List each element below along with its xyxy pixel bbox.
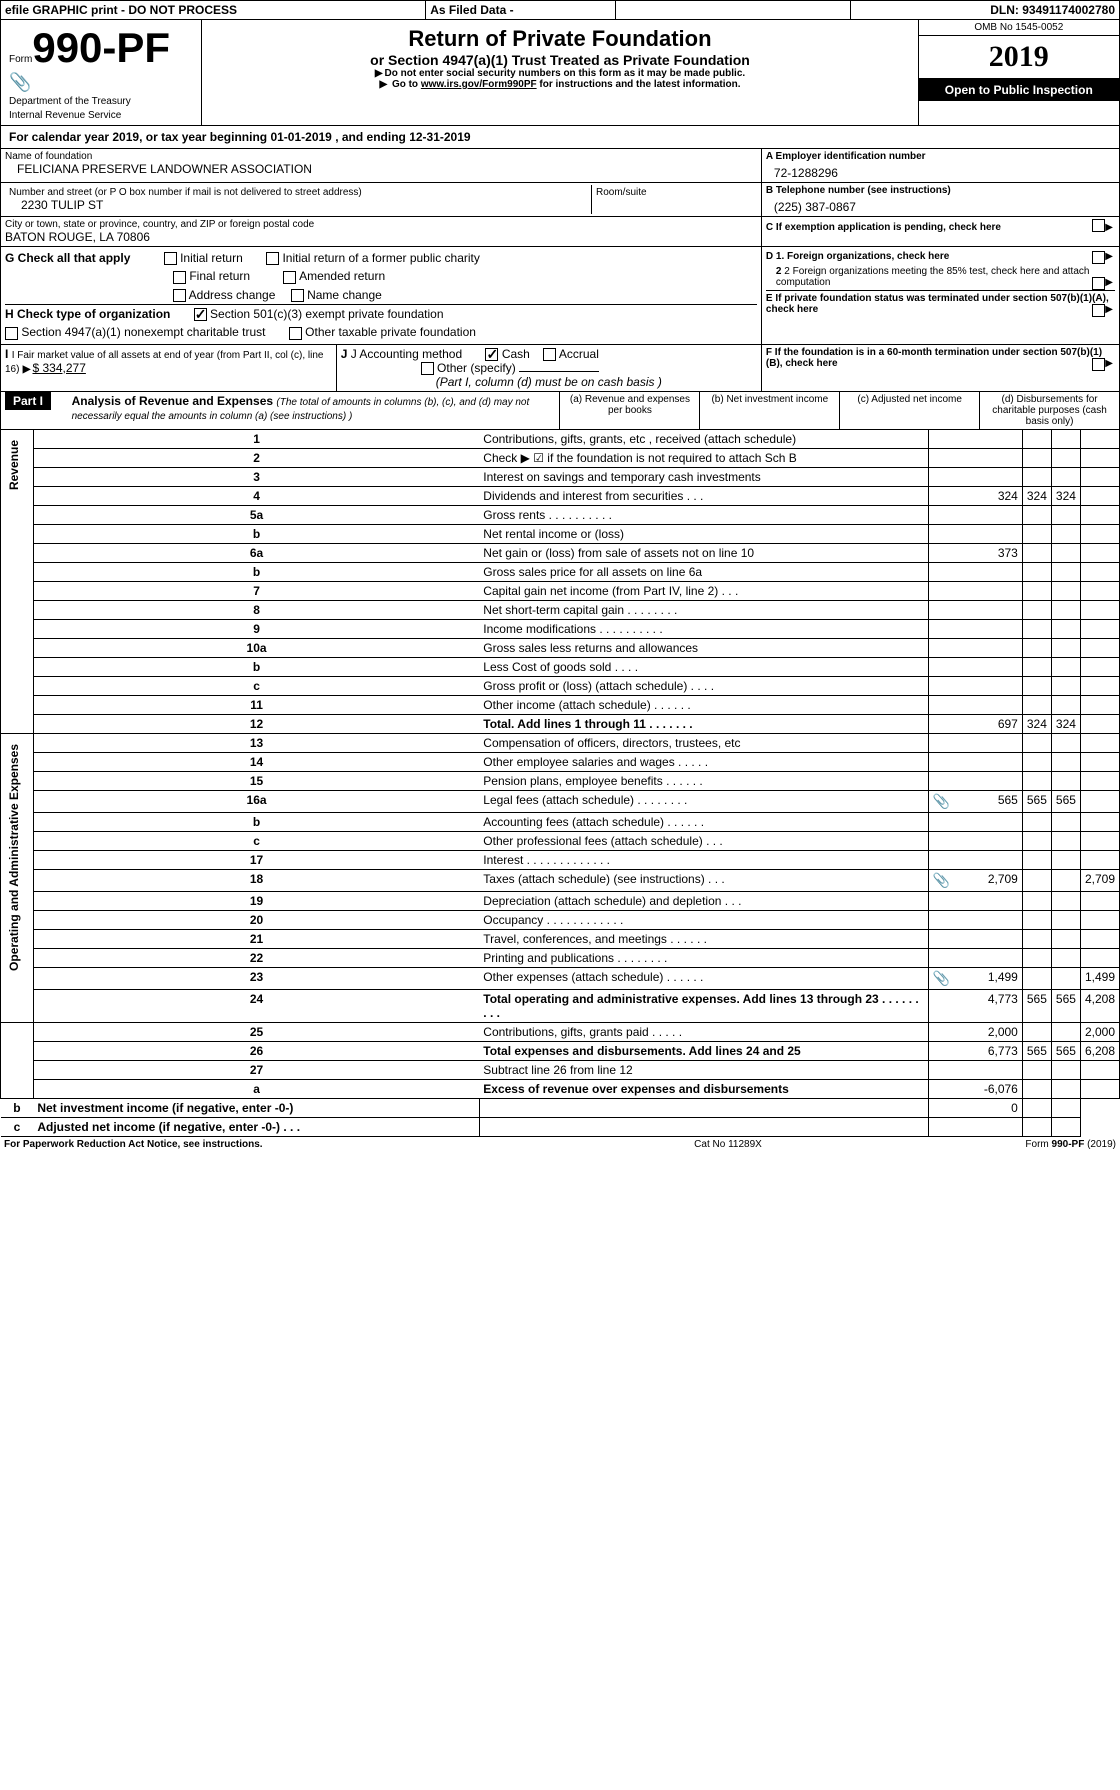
table-row: 4Dividends and interest from securities … [1, 487, 1120, 506]
table-row: 19Depreciation (attach schedule) and dep… [1, 892, 1120, 911]
table-row: 25Contributions, gifts, grants paid . . … [1, 1023, 1120, 1042]
table-row: bGross sales price for all assets on lin… [1, 563, 1120, 582]
table-row: 16aLegal fees (attach schedule) . . . . … [1, 791, 1120, 813]
table-row: 23Other expenses (attach schedule) . . .… [1, 968, 1120, 990]
fmv-value: $ 334,277 [33, 361, 86, 375]
table-row: cAdjusted net income (if negative, enter… [1, 1118, 1120, 1137]
table-row: 15Pension plans, employee benefits . . .… [1, 772, 1120, 791]
phone-value: (225) 387-0867 [766, 196, 1115, 214]
part1-header: Part I Analysis of Revenue and Expenses … [0, 392, 1120, 430]
table-row: 14Other employee salaries and wages . . … [1, 753, 1120, 772]
open-inspection-badge: Open to Public Inspection [919, 79, 1119, 101]
checkboxes-block: G Check all that apply Initial return In… [0, 247, 1120, 345]
table-row: bNet investment income (if negative, ent… [1, 1099, 1120, 1118]
attachment-icon[interactable] [933, 970, 950, 987]
form-id-cell: Form990-PF 📎 Department of the Treasury … [1, 20, 202, 126]
table-row: bAccounting fees (attach schedule) . . .… [1, 813, 1120, 832]
table-row: bNet rental income or (loss) [1, 525, 1120, 544]
expenses-side-label: Operating and Administrative Expenses [5, 736, 23, 979]
table-row: 22Printing and publications . . . . . . … [1, 949, 1120, 968]
table-row: 20Occupancy . . . . . . . . . . . . [1, 911, 1120, 930]
year-cell: OMB No 1545-0052 2019 Open to Public Ins… [918, 20, 1119, 126]
table-row: 24Total operating and administrative exp… [1, 990, 1120, 1023]
form-header: Form990-PF 📎 Department of the Treasury … [0, 20, 1120, 126]
table-row: 10aGross sales less returns and allowanc… [1, 639, 1120, 658]
table-row: 12Total. Add lines 1 through 11 . . . . … [1, 715, 1120, 734]
table-row: 8Net short-term capital gain . . . . . .… [1, 601, 1120, 620]
part1-table: Revenue1Contributions, gifts, grants, et… [0, 430, 1120, 1137]
table-row: Operating and Administrative Expenses13C… [1, 734, 1120, 753]
table-row: 18Taxes (attach schedule) (see instructi… [1, 870, 1120, 892]
revenue-side-label: Revenue [5, 432, 23, 498]
identity-block: Name of foundation FELICIANA PRESERVE LA… [0, 149, 1120, 247]
h-501c3-checkbox[interactable] [194, 308, 207, 321]
dln-cell: DLN: 93491174002780 [851, 1, 1120, 20]
col-d-header: (d) Disbursements for charitable purpose… [980, 392, 1120, 430]
table-row: 26Total expenses and disbursements. Add … [1, 1042, 1120, 1061]
table-row: 11Other income (attach schedule) . . . .… [1, 696, 1120, 715]
table-row: 2Check ▶ ☑ if the foundation is not requ… [1, 449, 1120, 468]
form-title-cell: Return of Private Foundation or Section … [202, 20, 918, 126]
table-row: cOther professional fees (attach schedul… [1, 832, 1120, 851]
footer-row: For Paperwork Reduction Act Notice, see … [0, 1137, 1120, 1152]
efile-banner: efile GRAPHIC print - DO NOT PROCESS [1, 1, 426, 20]
j-cash-checkbox[interactable] [485, 348, 498, 361]
table-row: 3Interest on savings and temporary cash … [1, 468, 1120, 487]
i-j-block: I I Fair market value of all assets at e… [0, 345, 1120, 393]
table-row: 9Income modifications . . . . . . . . . … [1, 620, 1120, 639]
col-c-header: (c) Adjusted net income [840, 392, 980, 430]
ein-value: 72-1288296 [766, 162, 1115, 180]
col-a-header: (a) Revenue and expenses per books [560, 392, 700, 430]
tax-year-row: For calendar year 2019, or tax year begi… [0, 126, 1120, 149]
table-row: Revenue1Contributions, gifts, grants, et… [1, 430, 1120, 449]
table-row: cGross profit or (loss) (attach schedule… [1, 677, 1120, 696]
table-row: 7Capital gain net income (from Part IV, … [1, 582, 1120, 601]
table-row: 21Travel, conferences, and meetings . . … [1, 930, 1120, 949]
col-b-header: (b) Net investment income [700, 392, 840, 430]
table-row: 27Subtract line 26 from line 12 [1, 1061, 1120, 1080]
table-row: aExcess of revenue over expenses and dis… [1, 1080, 1120, 1099]
table-row: 5aGross rents . . . . . . . . . . [1, 506, 1120, 525]
asfiled-label: As Filed Data - [426, 1, 616, 20]
top-bar: efile GRAPHIC print - DO NOT PROCESS As … [0, 0, 1120, 20]
table-row: 17Interest . . . . . . . . . . . . . [1, 851, 1120, 870]
table-row: 6aNet gain or (loss) from sale of assets… [1, 544, 1120, 563]
attachment-icon[interactable] [933, 872, 950, 889]
table-row: bLess Cost of goods sold . . . . [1, 658, 1120, 677]
attachment-icon[interactable] [933, 793, 950, 810]
